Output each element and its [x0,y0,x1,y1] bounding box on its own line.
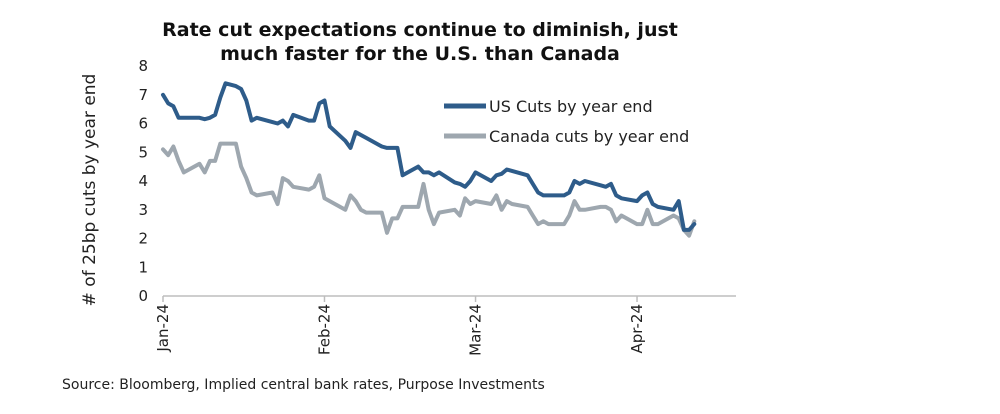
y-axis-label-group: # of 25bp cuts by year end [80,74,100,307]
series-line [161,141,697,238]
x-tick-label: Jan-24 [154,304,172,353]
chart-title: Rate cut expectations continue to dimini… [110,18,730,66]
x-tick-label: Apr-24 [628,304,646,354]
y-tick-label: 8 [138,57,148,75]
y-tick-label: 1 [138,258,148,276]
y-tick-label: 7 [138,86,148,104]
chart-title-line-2: much faster for the U.S. than Canada [220,43,620,65]
y-tick-label: 4 [138,172,148,190]
legend: US Cuts by year end Canada cuts by year e… [444,97,689,146]
x-tick-label: Feb-24 [315,304,333,355]
series-line [161,81,697,232]
y-tick-label: 0 [138,287,148,305]
series-group [161,81,697,238]
x-axis-ticks: Jan-24 Feb-24 Mar-24 Apr-24 [154,296,646,356]
chart-title-line-1: Rate cut expectations continue to dimini… [162,19,678,41]
legend-label: Canada cuts by year end [489,127,689,146]
y-axis-ticks: 0 1 2 3 4 5 6 7 8 [138,57,148,305]
source-note: Source: Bloomberg, Implied central bank … [62,377,545,393]
x-tick-label: Mar-24 [467,304,485,356]
y-tick-label: 6 [138,115,148,133]
y-tick-label: 5 [138,143,148,161]
y-tick-label: 2 [138,230,148,248]
legend-label: US Cuts by year end [489,97,653,116]
y-tick-label: 3 [138,201,148,219]
y-axis-label: # of 25bp cuts by year end [80,74,100,307]
